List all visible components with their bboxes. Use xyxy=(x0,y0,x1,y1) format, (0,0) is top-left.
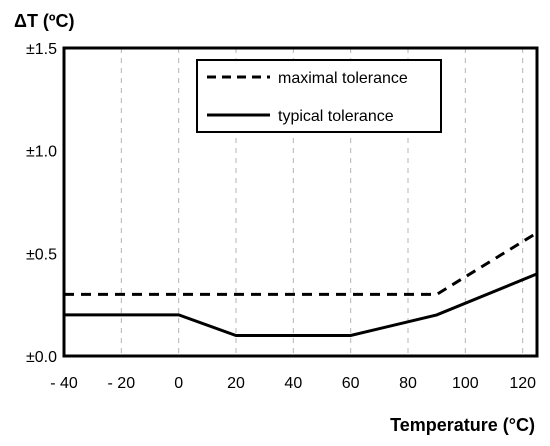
y-axis-title: ΔT (ºC) xyxy=(14,11,75,31)
series-lines xyxy=(64,231,538,337)
plot-frame xyxy=(62,46,539,358)
y-tick-labels: ±0.0 ±0.5 ±1.0 ±1.5 xyxy=(26,41,57,366)
series-line-1 xyxy=(64,272,538,337)
series-line-0 xyxy=(64,231,538,296)
x-tick-label: 100 xyxy=(452,375,479,392)
x-axis-title: Temperature (°C) xyxy=(390,415,535,435)
x-tick-label: 80 xyxy=(399,375,417,392)
x-tick-label: - 40 xyxy=(50,375,78,392)
x-tick-label: 120 xyxy=(509,375,536,392)
legend-label-maximal-tolerance: maximal tolerance xyxy=(278,70,408,87)
y-tick-label: ±1.5 xyxy=(26,41,57,58)
legend: maximal tolerance typical tolerance xyxy=(196,59,442,133)
x-tick-label: 60 xyxy=(342,375,360,392)
y-tick-label: ±0.0 xyxy=(26,349,57,366)
y-tick-label: ±0.5 xyxy=(26,246,57,263)
legend-box xyxy=(196,59,442,133)
y-tick-label: ±1.0 xyxy=(26,144,57,161)
x-tick-label: - 20 xyxy=(108,375,136,392)
x-tick-labels: - 40 - 20 0 20 40 60 80 100 120 xyxy=(50,375,536,392)
x-tick-label: 20 xyxy=(227,375,245,392)
x-tick-label: 40 xyxy=(284,375,302,392)
legend-label-typical-tolerance: typical tolerance xyxy=(278,108,394,125)
x-tick-label: 0 xyxy=(174,375,183,392)
